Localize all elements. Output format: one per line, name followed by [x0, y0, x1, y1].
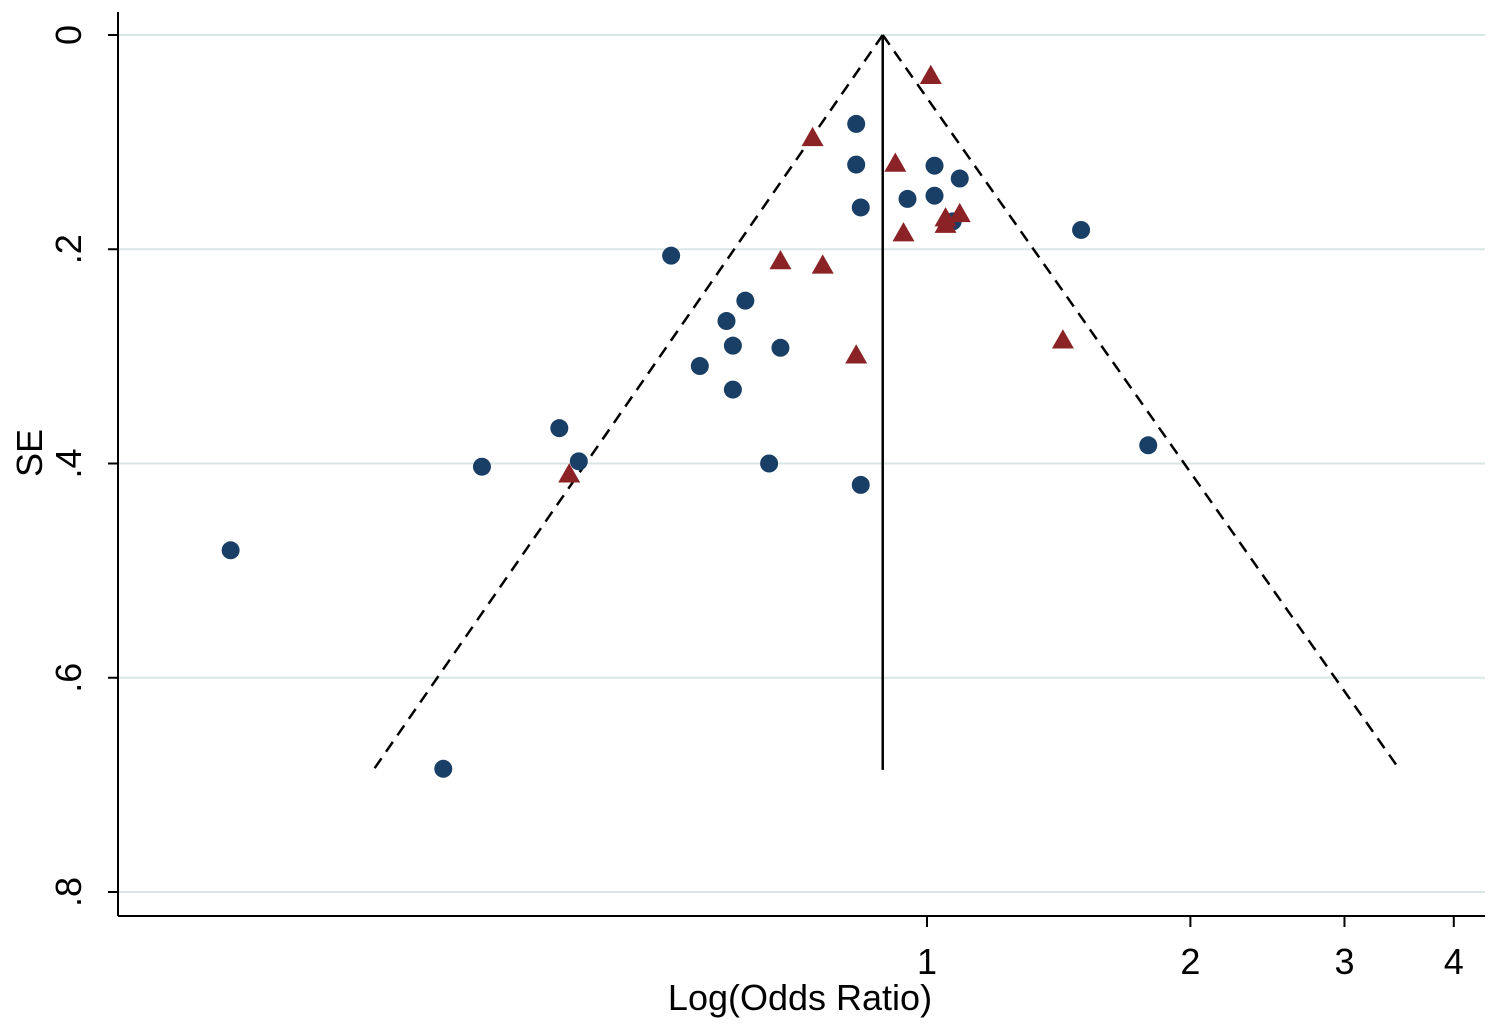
data-point-triangle — [769, 250, 792, 270]
x-tick-label: 1 — [917, 941, 937, 982]
data-point-circle — [950, 169, 969, 188]
y-axis-title: SE — [9, 429, 50, 477]
pseudo-ci-left — [372, 34, 884, 771]
data-point-triangle — [892, 222, 915, 242]
data-point-triangle — [919, 64, 942, 84]
data-point-circle — [771, 338, 790, 357]
data-point-circle — [221, 541, 240, 560]
data-point-triangle — [845, 344, 868, 364]
y-tick-label: .6 — [48, 663, 89, 693]
x-ticks: 1 2 3 4 — [917, 916, 1464, 982]
data-point-triangle — [1051, 329, 1074, 349]
x-tick-label: 2 — [1180, 941, 1200, 982]
data-point-circle — [925, 186, 944, 205]
funnel-lines — [372, 34, 1401, 771]
data-point-circle — [1139, 436, 1158, 455]
y-tick-label: .8 — [48, 877, 89, 907]
data-point-circle — [736, 291, 755, 310]
data-point-circle — [723, 336, 742, 355]
data-point-circle — [760, 454, 779, 473]
pseudo-ci-right — [881, 34, 1401, 771]
data-point-circle — [690, 357, 709, 376]
data-point-circle — [1072, 220, 1091, 239]
data-point-triangle — [558, 463, 581, 483]
y-tick-label: 0 — [48, 25, 89, 45]
data-points — [221, 64, 1158, 778]
data-point-triangle — [934, 213, 957, 233]
data-point-circle — [717, 312, 736, 331]
data-point-circle — [898, 189, 917, 208]
gridlines — [118, 34, 1485, 893]
data-point-circle — [472, 457, 491, 476]
data-point-triangle — [948, 202, 971, 223]
data-point-circle — [847, 114, 866, 133]
data-point-circle — [434, 759, 453, 778]
data-point-circle — [569, 452, 588, 471]
data-point-triangle — [801, 126, 824, 147]
data-point-circle — [662, 246, 681, 265]
x-tick-label: 4 — [1444, 941, 1464, 982]
x-axis-title: Log(Odds Ratio) — [668, 977, 932, 1018]
y-tick-label: .4 — [48, 448, 89, 478]
data-point-circle — [723, 380, 742, 399]
data-point-circle — [925, 156, 944, 175]
data-point-circle — [851, 475, 870, 494]
data-point-triangle — [884, 152, 907, 172]
data-point-triangle — [811, 254, 834, 274]
data-point-circle — [550, 419, 569, 438]
data-point-circle — [847, 155, 866, 174]
x-tick-label: 3 — [1334, 941, 1354, 982]
data-point-circle — [851, 198, 870, 217]
y-tick-label: .2 — [48, 234, 89, 264]
y-ticks: 0 .2 .4 .6 .8 — [48, 25, 118, 907]
